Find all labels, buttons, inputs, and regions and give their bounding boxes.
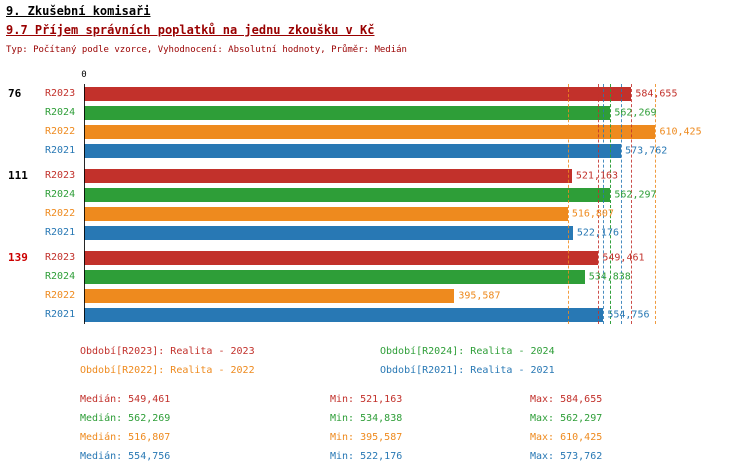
bar-group: 76 R2023 584,655 R2024 562,269 R2022 610,425 R2… [6, 84, 744, 160]
bar-track: 516,807 [84, 206, 744, 221]
bar-r2023-139 [84, 250, 599, 265]
series-label: R2022 [45, 126, 76, 137]
series-label: R2024 [45, 271, 76, 282]
bar-r2024-139 [84, 269, 585, 284]
bar-value-label: 554,756 [607, 309, 650, 320]
bar-value-label: 549,461 [602, 252, 645, 263]
bar-track: 562,269 [84, 105, 744, 120]
legend-item: Období[R2023]: Realita - 2023 [80, 346, 255, 357]
bar-r2023-76 [84, 86, 632, 101]
x-axis-origin-label: 0 [81, 70, 87, 80]
bar-group: 111 R2023 521,163 R2024 562,297 R2022 516,807 R… [6, 166, 744, 242]
bar-row: R2022 395,587 [6, 286, 744, 305]
stat-max: Max: 573,762 [530, 451, 603, 462]
legend-item: Období[R2022]: Realita - 2022 [80, 365, 255, 376]
bar-track: 610,425 [84, 124, 744, 139]
series-label: R2024 [45, 189, 76, 200]
bar-r2021-111 [84, 225, 573, 240]
bar-r2022-111 [84, 206, 568, 221]
group-label: 139 [8, 251, 28, 264]
legend: Období[R2023]: Realita - 2023 Období[R202… [80, 342, 680, 380]
bar-track: 562,297 [84, 187, 744, 202]
bar-value-label: 522,176 [576, 227, 619, 238]
chart-title: 9.7 Příjem správních poplatků na jednu z… [6, 23, 375, 37]
bar-value-label: 534,838 [588, 271, 631, 282]
bar-row: R2024 562,269 [6, 103, 744, 122]
bar-r2022-76 [84, 124, 656, 139]
series-label: R2022 [45, 290, 76, 301]
bar-row: R2024 534,838 [6, 267, 744, 286]
series-label: R2023 [45, 252, 76, 263]
stat-min: Min: 395,587 [330, 432, 403, 443]
stat-median: Medián: 562,269 [80, 413, 171, 424]
stat-min: Min: 522,176 [330, 451, 403, 462]
bar-track: 522,176 [84, 225, 744, 240]
bar-row: 139 R2023 549,461 [6, 248, 744, 267]
legend-item: Období[R2024]: Realita - 2024 [380, 346, 555, 357]
series-label: R2021 [45, 227, 76, 238]
chart-meta: Typ: Počítaný podle vzorce, Vyhodnocení:… [6, 45, 407, 55]
bar-track: 549,461 [84, 250, 744, 265]
bar-r2021-76 [84, 143, 622, 158]
series-label: R2024 [45, 107, 76, 118]
legend-item: Období[R2021]: Realita - 2021 [380, 365, 555, 376]
stat-max: Max: 562,297 [530, 413, 603, 424]
bar-value-label: 610,425 [659, 126, 702, 137]
bar-track: 554,756 [84, 307, 744, 322]
bar-track: 573,762 [84, 143, 744, 158]
bar-value-label: 521,163 [575, 170, 619, 181]
bar-r2021-139 [84, 307, 604, 322]
bar-row: R2021 554,756 [6, 305, 744, 324]
bar-value-label: 516,807 [571, 208, 614, 219]
bar-track: 584,655 [84, 86, 744, 101]
bar-r2024-76 [84, 105, 611, 120]
group-label: 111 [8, 169, 28, 182]
series-label: R2021 [45, 145, 76, 156]
series-label: R2022 [45, 208, 76, 219]
stat-min: Min: 534,838 [330, 413, 403, 424]
bar-row: R2024 562,297 [6, 185, 744, 204]
stat-median: Medián: 549,461 [80, 394, 171, 405]
bar-value-label: 562,269 [614, 107, 657, 118]
bar-r2024-111 [84, 187, 611, 202]
bar-row: R2022 610,425 [6, 122, 744, 141]
bar-value-label: 562,297 [614, 189, 657, 200]
bar-value-label: 395,587 [458, 290, 501, 301]
bar-value-label: 584,655 [635, 88, 678, 99]
bar-group: 139 R2023 549,461 R2024 534,838 R2022 395,587 R… [6, 248, 744, 324]
group-label: 76 [8, 87, 22, 100]
bar-track: 395,587 [84, 288, 744, 303]
bar-row: 76 R2023 584,655 [6, 84, 744, 103]
bar-row: R2021 573,762 [6, 141, 744, 160]
stat-median: Medián: 554,756 [80, 451, 171, 462]
series-label: R2023 [45, 170, 76, 181]
bar-track: 521,163 [84, 168, 744, 183]
report-title: 9. Zkušební komisaři [6, 4, 151, 18]
stat-min: Min: 521,163 [330, 394, 403, 405]
series-label: R2021 [45, 309, 76, 320]
bar-track: 534,838 [84, 269, 744, 284]
bar-r2023-111 [84, 168, 572, 183]
stat-max: Max: 584,655 [530, 394, 603, 405]
stat-max: Max: 610,425 [530, 432, 603, 443]
bar-row: R2021 522,176 [6, 223, 744, 242]
stat-median: Medián: 516,807 [80, 432, 171, 443]
bar-chart: 76 R2023 584,655 R2024 562,269 R2022 610,425 R2… [6, 84, 744, 324]
bar-row: R2022 516,807 [6, 204, 744, 223]
series-label: R2023 [45, 88, 76, 99]
bar-value-label: 573,762 [625, 145, 668, 156]
stats-table: Medián: 549,461 Min: 521,163 Max: 584,655 M… [80, 390, 710, 466]
bar-r2022-139 [84, 288, 455, 303]
bar-row: 111 R2023 521,163 [6, 166, 744, 185]
